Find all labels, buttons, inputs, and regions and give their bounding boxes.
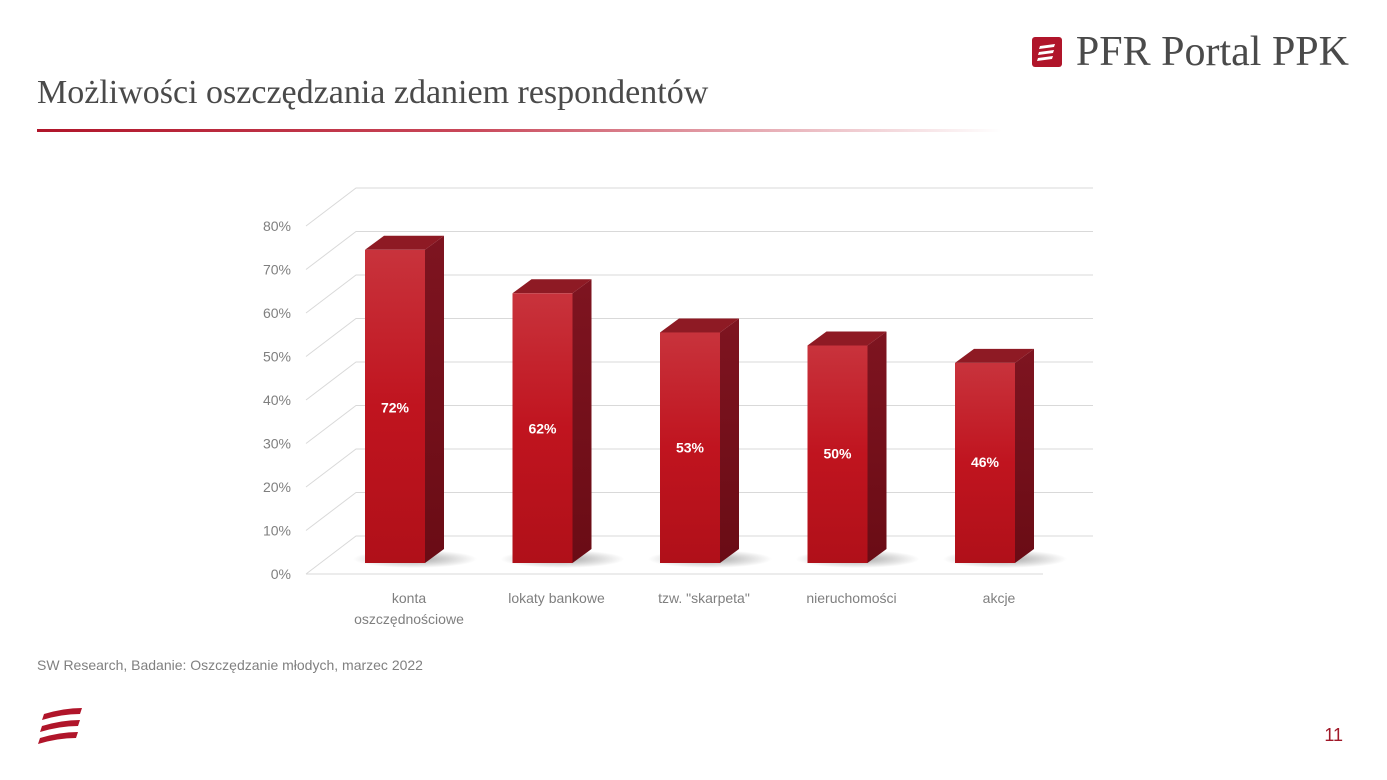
bar: 53% xyxy=(648,318,772,568)
title-underline xyxy=(37,129,1002,132)
bar-top xyxy=(512,279,592,294)
bar-front xyxy=(365,249,425,564)
data-label: 62% xyxy=(528,421,557,437)
bar-chart: 0% 10% 20% 30% 40% 50% 60% 70% 80% 72% 62% 53% 50% 4… xyxy=(263,187,1093,627)
bar-side xyxy=(720,318,739,563)
bar-top xyxy=(660,318,739,333)
y-tick-label: 40% xyxy=(263,392,291,408)
y-tick-label: 50% xyxy=(263,349,291,365)
bar-side xyxy=(867,331,887,563)
category-label: tzw. "skarpeta" xyxy=(658,590,750,606)
gridline xyxy=(305,187,1093,227)
data-label: 50% xyxy=(823,446,852,462)
data-label: 46% xyxy=(971,454,1000,470)
category-label: konta oszczędnościowe xyxy=(354,590,464,627)
bar-side xyxy=(572,279,592,563)
gridline xyxy=(305,318,1093,357)
bar-front xyxy=(955,362,1015,563)
bar-front xyxy=(512,293,573,563)
bar-top xyxy=(955,348,1034,363)
y-tick-label: 20% xyxy=(263,479,291,495)
category-label: nieruchomości xyxy=(806,590,896,606)
bar: 46% xyxy=(943,348,1067,568)
y-tick-label: 10% xyxy=(263,523,291,539)
y-tick-label: 70% xyxy=(263,262,291,278)
slide-title: Możliwości oszczędzania zdaniem responde… xyxy=(37,74,709,111)
footer-logo-icon xyxy=(38,708,82,744)
bar: 62% xyxy=(500,279,625,568)
bar: 72% xyxy=(353,235,477,568)
category-label: akcje xyxy=(983,590,1016,606)
y-tick-label: 80% xyxy=(263,218,291,234)
page-number: 11 xyxy=(1324,725,1343,745)
y-tick-label: 30% xyxy=(263,436,291,452)
source-note: SW Research, Badanie: Oszczędzanie młody… xyxy=(37,657,423,673)
brand-logo: PFR Portal PPK xyxy=(1031,29,1349,75)
bar-front xyxy=(660,332,720,563)
brand-name: PFR Portal PPK xyxy=(1075,29,1349,75)
y-tick-label: 0% xyxy=(271,566,291,582)
category-label: lokaty bankowe xyxy=(508,590,605,606)
data-label: 72% xyxy=(381,400,410,416)
bar: 50% xyxy=(795,331,920,568)
bars: 72% 62% 53% 50% 46% xyxy=(353,235,1067,568)
gridline xyxy=(305,274,1093,314)
y-tick-label: 60% xyxy=(263,305,291,321)
bar-top xyxy=(807,331,887,346)
y-axis-ticks: 0% 10% 20% 30% 40% 50% 60% 70% 80% xyxy=(263,218,291,582)
pfr-logo-icon xyxy=(1031,37,1062,67)
gridline xyxy=(305,231,1093,270)
bar-side xyxy=(425,235,444,564)
bar-front xyxy=(807,345,868,563)
bar-side xyxy=(1015,348,1034,563)
data-label: 53% xyxy=(676,439,705,455)
bar-top xyxy=(365,235,444,250)
x-axis-categories: konta oszczędnościowe lokaty bankowe tzw. "… xyxy=(354,590,1015,627)
